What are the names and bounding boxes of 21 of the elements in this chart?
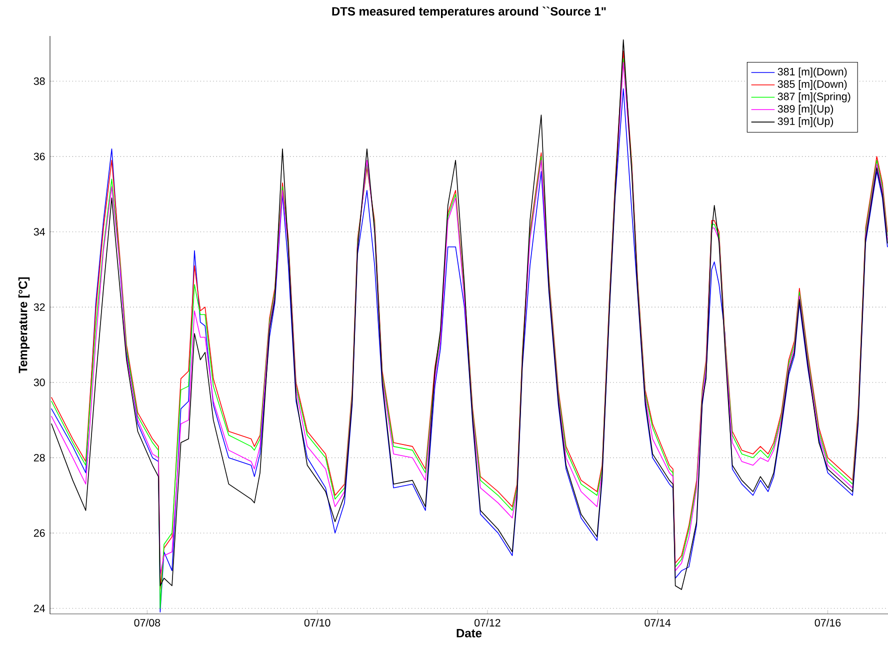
y-tick-label: 36	[34, 152, 45, 160]
x-tick-label: 07/10	[304, 618, 330, 627]
x-tick-label: 07/08	[134, 618, 160, 627]
legend-label: 391 [m](Up)	[778, 117, 834, 128]
x-axis-title: Date	[456, 629, 482, 638]
y-tick-label: 30	[34, 378, 45, 386]
legend-label: 381 [m](Down)	[778, 68, 847, 78]
legend-label: 389 [m](Up)	[778, 104, 834, 115]
x-tick-label: 07/16	[814, 618, 841, 627]
chart-title: DTS measured temperatures around ``Source 1"	[332, 6, 606, 18]
y-tick-label: 24	[34, 604, 45, 612]
y-axis-title: Temperature [°C]	[18, 277, 30, 374]
y-tick-label: 38	[34, 77, 45, 85]
legend-label: 385 [m](Down)	[778, 80, 847, 90]
y-tick-label: 26	[34, 529, 45, 537]
y-tick-label: 34	[34, 228, 45, 236]
legend-label: 387 [m](Spring)	[778, 92, 850, 102]
y-tick-label: 32	[34, 303, 45, 311]
x-tick-label: 07/12	[474, 618, 500, 627]
y-tick-label: 28	[34, 454, 45, 462]
x-tick-label: 07/14	[644, 618, 671, 627]
